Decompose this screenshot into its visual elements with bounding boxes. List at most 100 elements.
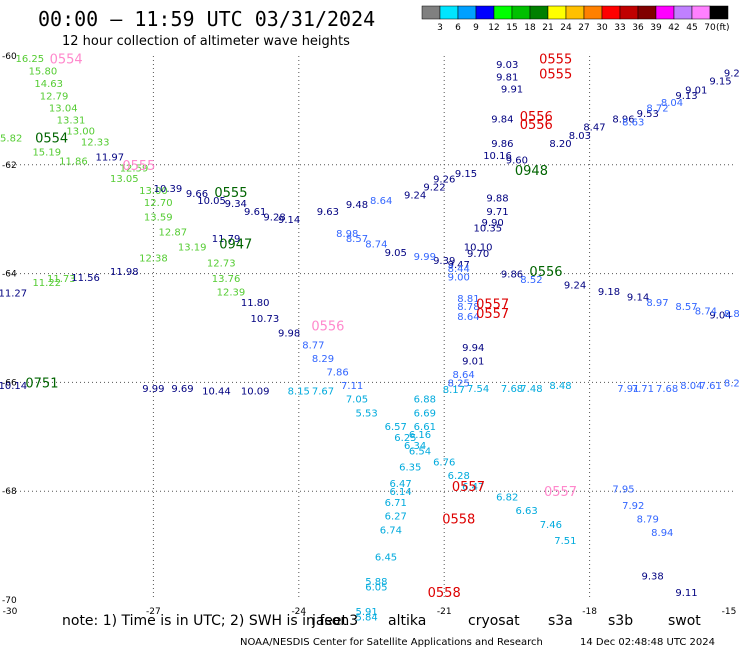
pass-time-label: 0556 bbox=[520, 118, 553, 133]
wave-height-value: 9.01 bbox=[462, 357, 484, 368]
wave-height-value: 9.86 bbox=[501, 270, 523, 281]
wave-height-value: 11.73 bbox=[47, 274, 76, 285]
wave-height-value: 9.48 bbox=[346, 200, 368, 211]
wave-height-value: 9.71 bbox=[486, 207, 508, 218]
wave-height-value: 8.03 bbox=[569, 131, 591, 142]
wave-height-value: 6.45 bbox=[375, 552, 397, 563]
colorbar-cell bbox=[565, 5, 585, 20]
footer-note: note: 1) Time is in UTC; 2) SWH is in fe… bbox=[62, 613, 701, 629]
pass-time-label: 0751 bbox=[25, 376, 58, 391]
pass-time-label: 0556 bbox=[529, 265, 562, 280]
wave-height-value: 8.72 bbox=[646, 104, 668, 115]
colorbar-label: 15 bbox=[506, 23, 517, 33]
wave-height-value: 8.63 bbox=[622, 117, 644, 128]
pass-time-label: 0558 bbox=[428, 586, 461, 601]
colorbar-label: 33 bbox=[614, 23, 625, 33]
wave-height-value: 7.61 bbox=[700, 381, 722, 392]
wave-height-value: 9.81 bbox=[496, 73, 518, 84]
pass-time-label: 0557 bbox=[476, 307, 509, 322]
lat-label: -64 bbox=[2, 270, 17, 280]
wave-height-value: 8.98 bbox=[336, 229, 358, 240]
wave-height-value: 9.15 bbox=[709, 76, 731, 87]
wave-height-value: 5.53 bbox=[356, 408, 378, 419]
note-text: note: 1) Time is in UTC; 2) SWH is in fe… bbox=[62, 613, 348, 629]
wave-height-value: 13.00 bbox=[139, 186, 168, 197]
pass-time-label: 0555 bbox=[122, 159, 155, 174]
wave-height-value: 9.84 bbox=[491, 115, 513, 126]
wave-height-value: 9.69 bbox=[171, 384, 193, 395]
wave-height-value: 12.87 bbox=[158, 228, 187, 239]
wave-height-value: 8.44 bbox=[448, 264, 470, 275]
colorbar-cell bbox=[529, 5, 549, 20]
colorbar-cell bbox=[421, 5, 441, 20]
wave-height-value: 10.09 bbox=[241, 387, 270, 398]
wave-height-value: 6.57 bbox=[385, 422, 407, 433]
wave-height-value: 8.96 bbox=[612, 115, 634, 126]
wave-height-value: 11.22 bbox=[32, 278, 61, 289]
colorbar-cell bbox=[547, 5, 567, 20]
wave-height-value: 6.63 bbox=[515, 506, 537, 517]
wave-height-value: 6.27 bbox=[385, 512, 407, 523]
lat-label: -66 bbox=[2, 378, 17, 388]
wave-height-value: 9.90 bbox=[482, 218, 504, 229]
wave-height-value: 7.67 bbox=[312, 387, 334, 398]
legend-jason3: jason3 bbox=[311, 613, 358, 629]
pass-time-labels: 0554055405550555094705560555055505560556… bbox=[25, 53, 577, 601]
wave-height-value: 6.47 bbox=[389, 479, 411, 490]
pass-time-label: 0556 bbox=[311, 319, 344, 334]
lat-label: -62 bbox=[2, 161, 17, 171]
wave-height-value: 8.64 bbox=[452, 370, 474, 381]
wave-height-value: 6.35 bbox=[399, 463, 421, 474]
colorbar-cell bbox=[691, 5, 711, 20]
colorbar-label: 24 bbox=[560, 23, 572, 33]
wave-height-value: 7.11 bbox=[341, 381, 363, 392]
colorbar-cell bbox=[619, 5, 639, 20]
wave-height-value: 9.14 bbox=[278, 215, 300, 226]
wave-height-value: 7.46 bbox=[540, 520, 562, 531]
wave-height-value: 8.64 bbox=[457, 312, 479, 323]
wave-height-value: 8.97 bbox=[646, 298, 668, 309]
colorbar-cell bbox=[583, 5, 603, 20]
wave-height-value: 11.79 bbox=[212, 234, 241, 245]
wave-height-value: 8.47 bbox=[583, 123, 605, 134]
wave-height-value: 9.63 bbox=[317, 207, 339, 218]
wave-height-value: 8.57 bbox=[675, 302, 697, 313]
wave-height-value: 10.73 bbox=[251, 314, 280, 325]
pass-time-label: 0557 bbox=[544, 485, 577, 500]
wave-height-value: 9.70 bbox=[467, 249, 489, 260]
legend-s3b: s3b bbox=[608, 613, 633, 629]
wave-height-value: 8.94 bbox=[651, 528, 673, 539]
colorbar-cell bbox=[709, 5, 729, 20]
wave-height-value: 15.19 bbox=[32, 148, 61, 159]
wave-height-value: 9.05 bbox=[385, 248, 407, 259]
pass-time-label: 0947 bbox=[219, 238, 252, 253]
pass-time-label: 0555 bbox=[539, 53, 572, 68]
wave-height-value: 12.39 bbox=[217, 288, 246, 299]
wave-height-value: 15.80 bbox=[29, 67, 58, 78]
colorbar-label: 70 bbox=[704, 23, 716, 33]
wave-height-value: 6.74 bbox=[380, 525, 402, 536]
wave-height-value: 7.68 bbox=[501, 384, 523, 395]
wave-height-value: 8.20 bbox=[549, 139, 571, 150]
lat-label: -60 bbox=[2, 52, 17, 62]
colorbar-label: 30 bbox=[596, 23, 608, 33]
legend-altika: altika bbox=[388, 613, 426, 629]
pass-time-label: 0554 bbox=[35, 132, 68, 147]
colorbar-label: 18 bbox=[524, 23, 536, 33]
wave-height-value: 9.53 bbox=[637, 109, 659, 120]
wave-height-value: 9.18 bbox=[598, 287, 620, 298]
wave-height-value: 13.04 bbox=[49, 104, 78, 115]
legend-swot: swot bbox=[668, 613, 701, 629]
wave-height-value: 8.74 bbox=[365, 240, 387, 251]
wave-height-value: 9.94 bbox=[462, 343, 484, 354]
wave-height-value: 9.47 bbox=[448, 260, 470, 271]
wave-height-value: 8.52 bbox=[520, 275, 542, 286]
wave-height-value: 12.38 bbox=[139, 253, 168, 264]
pass-time-label: 0554 bbox=[50, 53, 83, 68]
colorbar-label: 42 bbox=[668, 23, 679, 33]
pass-time-label: 0557 bbox=[452, 480, 485, 495]
wave-height-value: 12.33 bbox=[81, 137, 110, 148]
pass-time-label: 0555 bbox=[539, 67, 572, 82]
colorbar-label: 12 bbox=[488, 23, 499, 33]
wave-height-value: 9.39 bbox=[433, 256, 455, 267]
